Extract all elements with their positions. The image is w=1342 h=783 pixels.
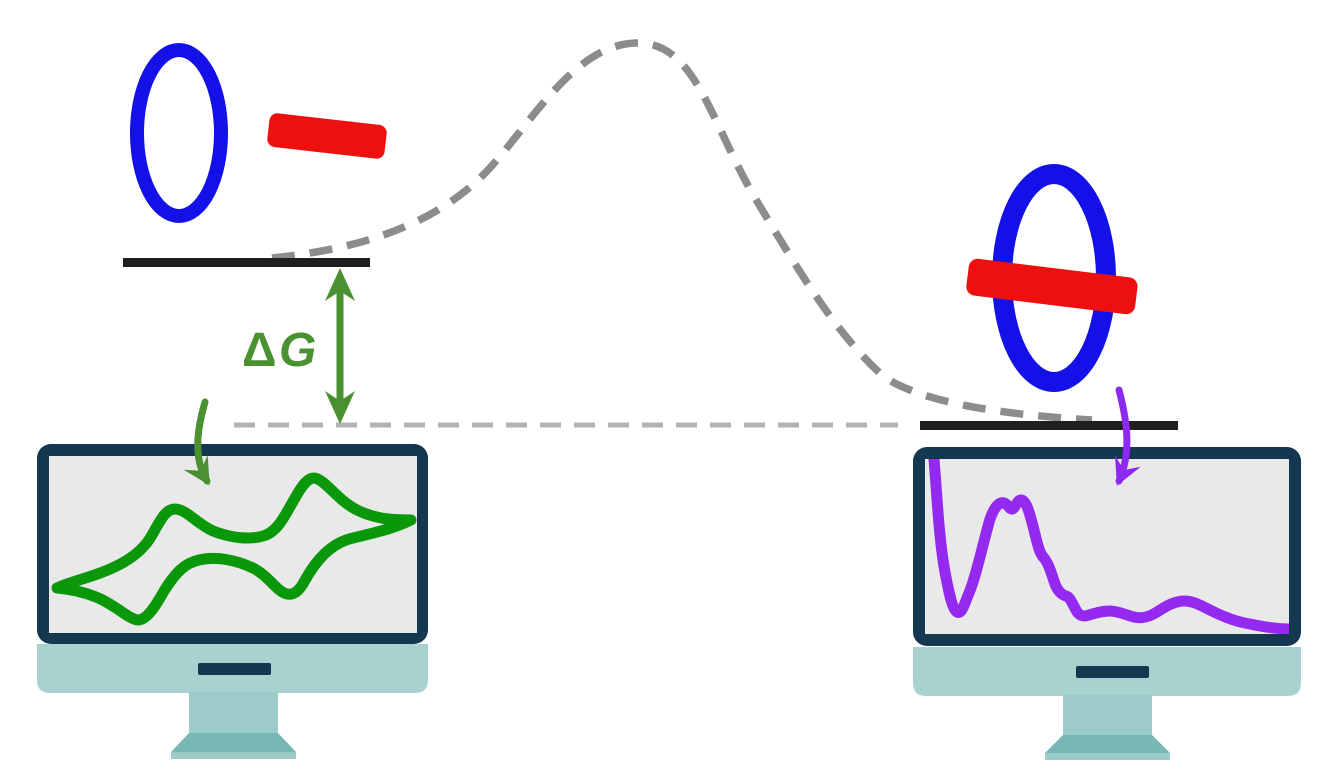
monitor-cv-stand-neck — [189, 692, 278, 733]
axle-rod-free — [267, 113, 387, 159]
axle-rod-bound — [966, 258, 1138, 315]
left-energy-level-line — [123, 258, 370, 267]
arrow-to-cv-monitor — [183, 398, 211, 486]
monitor-spectrum — [913, 447, 1301, 760]
monitor-cv-stand-base-strip — [171, 752, 296, 759]
monitor-cv-stand-base — [171, 733, 296, 752]
delta-g-double-arrow — [325, 268, 355, 424]
monitor-cv-power-slot — [198, 663, 271, 675]
monitor-spectrum-stand-neck — [1063, 695, 1152, 735]
delta-g-label-delta: Δ — [242, 324, 277, 377]
cyclic-voltammogram-curve — [51, 472, 417, 626]
right-energy-level-line — [920, 421, 1178, 430]
monitor-spectrum-stand-base — [1045, 735, 1170, 753]
monitor-spectrum-power-slot — [1076, 666, 1149, 678]
delta-g-arrowhead-up-icon — [325, 268, 355, 301]
arrow-to-spectrum-monitor — [1114, 386, 1141, 486]
macrocycle-ring-free — [130, 43, 228, 223]
delta-g-label-g: G — [279, 324, 316, 377]
energy-barrier-curve-dashed — [271, 39, 1093, 424]
spectrum-curve — [928, 459, 1289, 634]
monitor-cv — [37, 444, 428, 759]
delta-g-arrowhead-down-icon — [325, 391, 355, 424]
monitor-spectrum-stand-base-strip — [1045, 753, 1170, 760]
